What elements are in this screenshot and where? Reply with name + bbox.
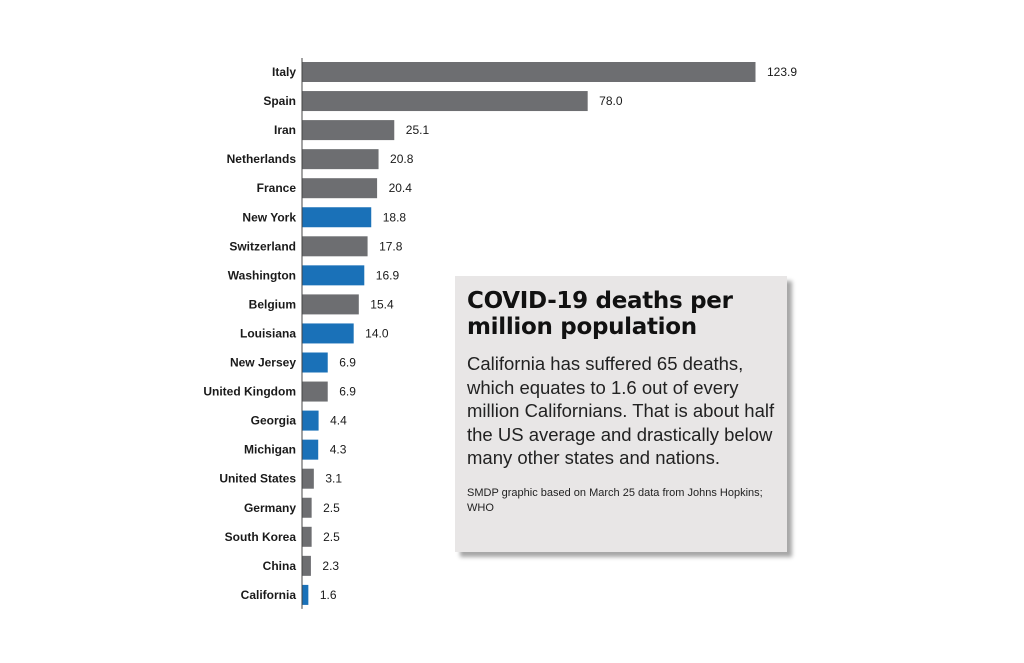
value-label-spain: 78.0 [599,94,623,108]
category-label-georgia: Georgia [251,414,297,428]
value-label-michigan: 4.3 [330,443,347,457]
value-label-georgia: 4.4 [330,414,347,428]
category-label-united-states: United States [219,472,296,486]
bar-iran [302,120,395,141]
category-label-washington: Washington [228,268,296,282]
bars-layer: Italy 123.9 Spain 78.0 Iran 25.1 Netherlands 20… [203,62,797,605]
bar-netherlands [302,149,379,170]
category-label-switzerland: Switzerland [229,239,296,253]
value-label-united-kingdom: 6.9 [339,385,356,399]
value-label-south-korea: 2.5 [323,530,340,544]
category-label-netherlands: Netherlands [227,152,297,166]
category-label-louisiana: Louisiana [240,326,296,340]
bar-south-korea [302,526,312,547]
value-label-france: 20.4 [389,181,413,195]
bar-washington [302,265,365,286]
value-label-belgium: 15.4 [370,297,394,311]
category-label-china: China [263,559,297,573]
value-label-iran: 25.1 [406,123,430,137]
category-label-germany: Germany [244,501,296,515]
bar-california [302,584,309,605]
value-label-germany: 2.5 [323,501,340,515]
bar-new-york [302,207,372,228]
category-label-south-korea: South Korea [225,530,297,544]
bar-united-kingdom [302,381,328,402]
bar-michigan [302,439,319,460]
category-label-new-york: New York [242,210,296,224]
category-label-iran: Iran [274,123,296,137]
bar-switzerland [302,236,368,257]
value-label-new-york: 18.8 [383,210,407,224]
value-label-washington: 16.9 [376,268,400,282]
bar-louisiana [302,323,354,344]
value-label-switzerland: 17.8 [379,239,403,253]
category-label-italy: Italy [272,65,296,79]
info-box-body: California has suffered 65 deaths, which… [467,353,775,468]
info-box-title: COVID-19 deaths per million population [467,288,733,340]
value-label-united-states: 3.1 [325,472,342,486]
info-box-source: SMDP graphic based on March 25 data from… [467,486,763,514]
bar-georgia [302,410,319,431]
category-label-michigan: Michigan [244,443,296,457]
bar-spain [302,91,588,112]
bar-germany [302,497,312,518]
category-label-california: California [241,588,297,602]
value-label-italy: 123.9 [767,65,797,79]
bar-china [302,555,311,576]
value-label-louisiana: 14.0 [365,326,389,340]
bar-italy [302,62,756,82]
category-label-united-kingdom: United Kingdom [203,385,296,399]
bar-united-states [302,468,314,489]
value-label-china: 2.3 [322,559,339,573]
value-label-california: 1.6 [320,588,337,602]
value-label-new-jersey: 6.9 [339,356,356,370]
category-label-spain: Spain [263,94,296,108]
category-label-new-jersey: New Jersey [230,356,296,370]
category-label-france: France [257,181,297,195]
bar-france [302,178,378,199]
category-label-belgium: Belgium [249,297,296,311]
info-box: COVID-19 deaths per million population C… [455,276,787,552]
bar-new-jersey [302,352,328,373]
value-label-netherlands: 20.8 [390,152,414,166]
bar-belgium [302,294,359,315]
